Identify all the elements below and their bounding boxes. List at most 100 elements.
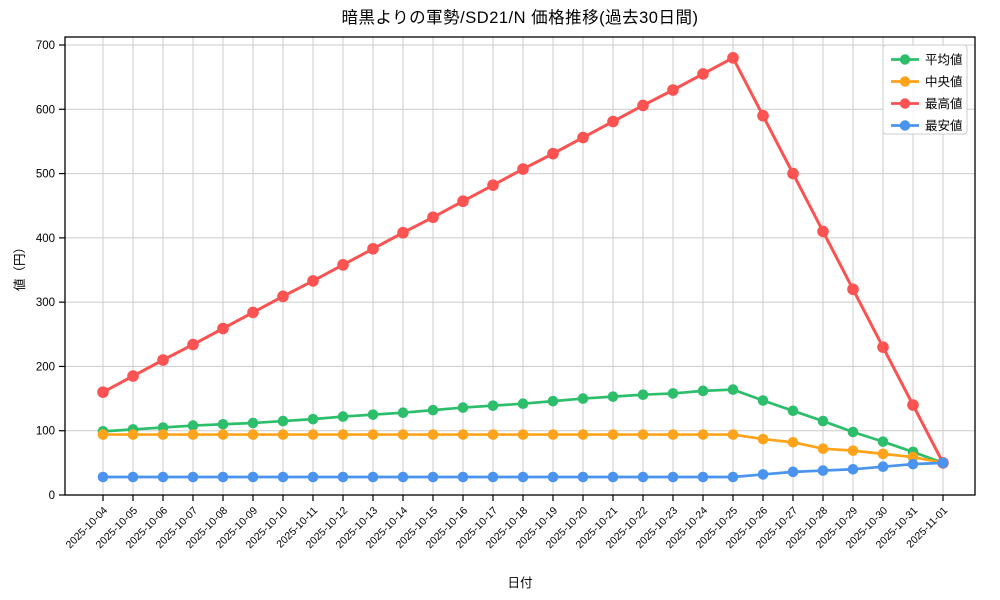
marker-max bbox=[247, 306, 259, 319]
legend-box bbox=[882, 44, 968, 135]
marker-average bbox=[817, 415, 829, 427]
legend-marker-min bbox=[899, 120, 911, 131]
chart-title: 暗黒よりの軍勢/SD21/N 価格推移(過去30日間) bbox=[342, 8, 699, 27]
marker-min bbox=[307, 471, 319, 483]
marker-median bbox=[97, 429, 109, 440]
marker-median bbox=[157, 429, 169, 440]
marker-median bbox=[607, 429, 619, 440]
y-tick-label: 100 bbox=[36, 426, 55, 438]
marker-max bbox=[877, 341, 889, 353]
series-max bbox=[97, 52, 949, 469]
marker-median bbox=[457, 429, 469, 440]
marker-min bbox=[397, 471, 409, 483]
marker-median bbox=[637, 429, 649, 440]
marker-median bbox=[487, 429, 499, 440]
marker-average bbox=[667, 388, 679, 399]
marker-min bbox=[787, 466, 799, 478]
marker-median bbox=[817, 443, 829, 455]
marker-max bbox=[517, 163, 529, 175]
axis-ticks bbox=[59, 44, 944, 501]
legend-item-min: 最安値 bbox=[891, 118, 963, 133]
marker-average bbox=[547, 395, 559, 407]
marker-min bbox=[217, 471, 229, 483]
marker-average bbox=[727, 384, 739, 395]
marker-min bbox=[547, 471, 559, 483]
marker-average bbox=[877, 436, 889, 447]
plot-border bbox=[64, 36, 976, 496]
marker-max bbox=[697, 68, 709, 80]
x-tick-labels: 2025-10-042025-10-052025-10-062025-10-07… bbox=[64, 505, 951, 552]
marker-median bbox=[787, 436, 799, 448]
marker-median bbox=[247, 429, 259, 440]
marker-max bbox=[907, 399, 919, 411]
marker-median bbox=[577, 429, 589, 440]
marker-min bbox=[367, 471, 379, 483]
marker-max bbox=[307, 275, 319, 287]
series-min bbox=[97, 457, 949, 483]
marker-min bbox=[697, 471, 709, 483]
marker-average bbox=[307, 413, 319, 425]
marker-max bbox=[547, 147, 559, 160]
y-tick-label: 400 bbox=[36, 233, 55, 245]
marker-average bbox=[607, 391, 619, 402]
marker-min bbox=[577, 471, 589, 483]
legend-marker-median bbox=[899, 76, 911, 87]
marker-min bbox=[817, 465, 829, 476]
marker-median bbox=[697, 429, 709, 440]
marker-max bbox=[607, 115, 619, 128]
marker-max bbox=[217, 322, 229, 335]
marker-min bbox=[277, 471, 289, 483]
marker-median bbox=[127, 429, 139, 440]
marker-max bbox=[367, 242, 379, 255]
marker-average bbox=[277, 415, 289, 427]
marker-max bbox=[457, 195, 469, 208]
marker-average bbox=[247, 417, 259, 429]
marker-average bbox=[427, 404, 439, 416]
y-tick-label: 200 bbox=[36, 361, 55, 373]
marker-max bbox=[277, 290, 289, 303]
marker-median bbox=[757, 433, 769, 445]
marker-min bbox=[247, 471, 259, 483]
marker-min bbox=[187, 471, 199, 483]
marker-average bbox=[517, 398, 529, 410]
y-tick-label: 700 bbox=[36, 40, 55, 52]
marker-average bbox=[577, 393, 589, 404]
marker-median bbox=[847, 445, 859, 456]
marker-average bbox=[487, 400, 499, 411]
legend-label-average: 平均値 bbox=[925, 52, 963, 67]
marker-max bbox=[427, 211, 439, 224]
marker-median bbox=[307, 429, 319, 440]
marker-max bbox=[637, 99, 649, 112]
marker-median bbox=[217, 429, 229, 440]
marker-max bbox=[727, 52, 739, 64]
marker-average bbox=[847, 426, 859, 438]
y-tick-labels: 0 100 200 300 400 500 600 700 bbox=[36, 40, 55, 502]
marker-max bbox=[817, 225, 829, 238]
y-tick-label: 600 bbox=[36, 104, 55, 116]
marker-average bbox=[187, 420, 199, 431]
marker-min bbox=[157, 471, 169, 483]
legend-item-average: 平均値 bbox=[891, 52, 963, 67]
marker-average bbox=[337, 411, 349, 422]
marker-median bbox=[277, 429, 289, 440]
marker-average bbox=[397, 407, 409, 419]
marker-min bbox=[727, 471, 739, 483]
marker-max bbox=[97, 386, 109, 398]
marker-min bbox=[907, 458, 919, 470]
marker-median bbox=[547, 429, 559, 440]
legend-marker-max bbox=[899, 98, 911, 109]
series-lines bbox=[97, 52, 949, 483]
marker-min bbox=[667, 471, 679, 483]
marker-max bbox=[187, 338, 199, 351]
legend-marker-average bbox=[899, 54, 911, 65]
marker-min bbox=[877, 461, 889, 473]
marker-max bbox=[847, 283, 859, 296]
marker-min bbox=[337, 471, 349, 483]
y-tick-label: 500 bbox=[36, 169, 55, 181]
marker-median bbox=[367, 429, 379, 440]
marker-median bbox=[187, 429, 199, 440]
legend-label-min: 最安値 bbox=[925, 118, 963, 133]
